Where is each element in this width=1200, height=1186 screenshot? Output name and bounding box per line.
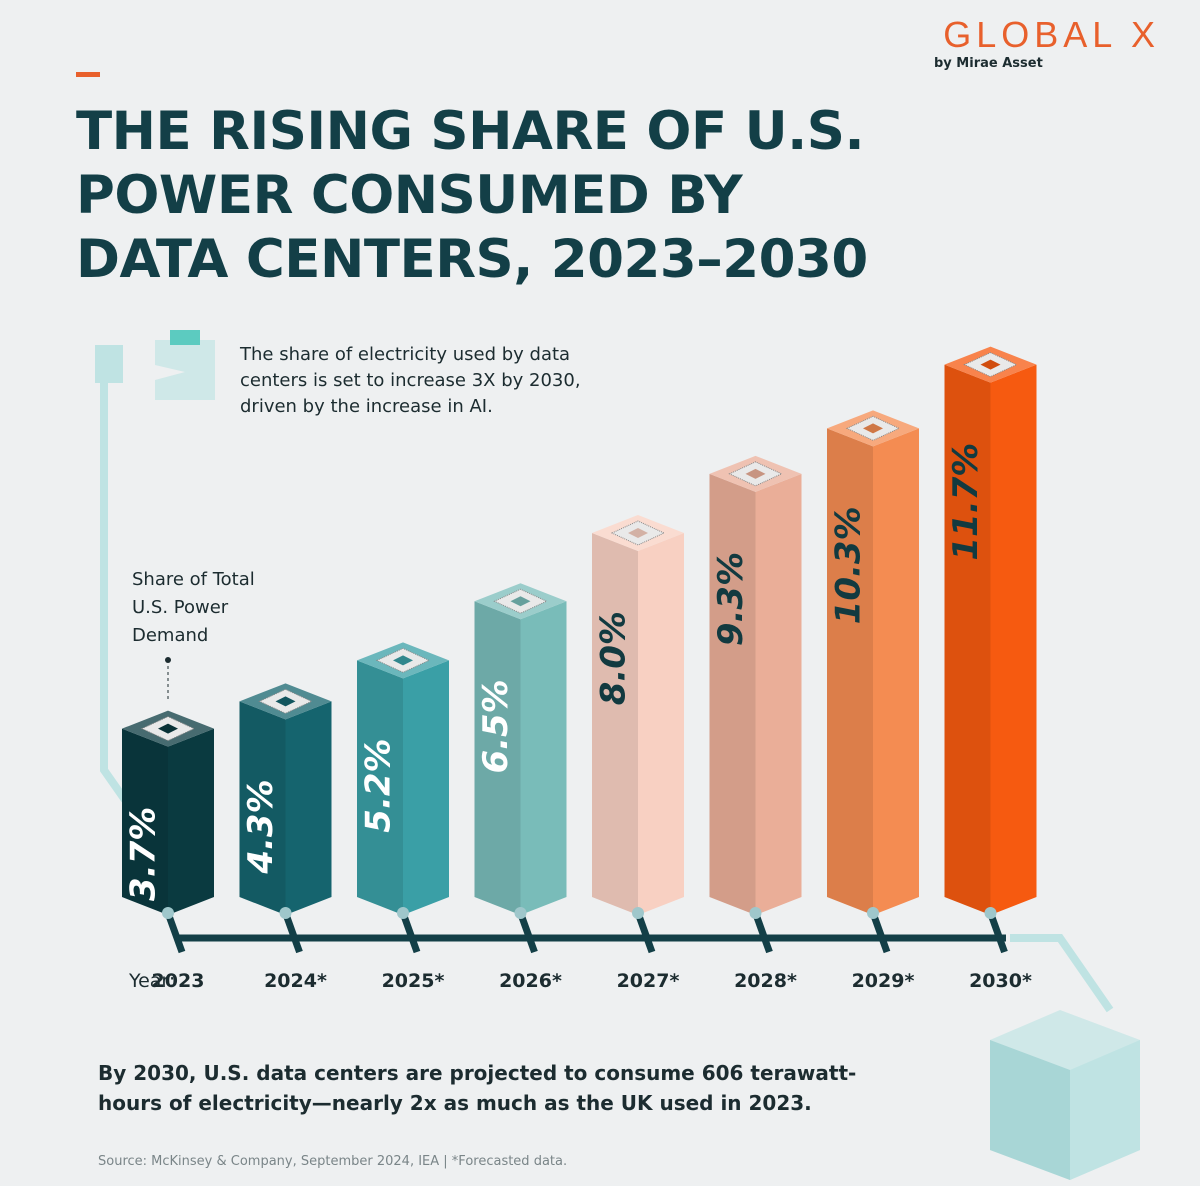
bar-right-face: [638, 533, 684, 915]
x-tick-label: 2025*: [382, 970, 445, 992]
source: Source: McKinsey & Company, September 20…: [98, 1154, 568, 1169]
plug: [95, 345, 123, 383]
logo: GLOBAL X: [943, 14, 1160, 55]
bar-left-face: [239, 701, 286, 915]
accent: [76, 72, 100, 77]
bar-left-face: [122, 728, 168, 915]
data-label: 4.3%: [241, 779, 281, 874]
cable: [100, 350, 129, 803]
data-label: 8.0%: [594, 611, 634, 705]
bar-left-face: [592, 533, 638, 915]
bar-group: 3.7%: [122, 710, 214, 954]
data-label: 5.2%: [359, 738, 399, 832]
connector-end: [279, 907, 292, 919]
connector-end: [632, 907, 644, 919]
x-tick-label: 2026*: [499, 970, 562, 992]
bar-group: 8.0%: [592, 515, 684, 954]
chip-core: [628, 528, 648, 538]
bar-group: 6.5%: [474, 583, 567, 954]
connector: [987, 911, 1008, 954]
cable: [1010, 934, 1114, 1013]
bar-group: 11.7%: [944, 346, 1037, 954]
connector-end: [749, 907, 762, 919]
logo-tagline: by Mirae Asset: [934, 56, 1043, 71]
bar-left-face: [474, 601, 521, 915]
connector: [869, 911, 891, 954]
data-label: 3.7%: [124, 807, 164, 901]
chip-core: [745, 468, 766, 479]
data-label: 6.5%: [476, 679, 516, 773]
connector-end: [162, 907, 174, 919]
chip-core: [863, 423, 883, 434]
connector-end: [397, 907, 409, 919]
connector: [634, 911, 656, 954]
annotation: The share of electricity used by data ce…: [240, 344, 581, 417]
connector-end: [514, 907, 527, 919]
connector: [399, 911, 421, 954]
bar-left-face: [709, 473, 756, 915]
data-label: 10.3%: [829, 506, 869, 624]
connector: [282, 911, 303, 954]
x-tick-label: 2030*: [969, 970, 1032, 992]
value-label-title: Share of Total U.S. Power Demand: [132, 569, 255, 646]
chip-core: [980, 359, 1001, 370]
bar-group: 4.3%: [239, 683, 332, 954]
bar-right-face: [403, 660, 449, 915]
x-tick-label: 2024*: [264, 970, 327, 992]
x-tick-label: 2027*: [617, 970, 680, 992]
bar-group: 10.3%: [827, 410, 919, 954]
label-dot: [165, 657, 171, 663]
connector-end: [867, 907, 879, 919]
bar-right-face: [990, 364, 1037, 915]
x-tick-label: 2029*: [852, 970, 915, 992]
connector: [752, 911, 773, 954]
bar-right-face: [755, 473, 802, 915]
x-tick-label: 2028*: [734, 970, 797, 992]
footnote: By 2030, U.S. data centers are projected…: [98, 1061, 857, 1115]
chip-core: [158, 723, 178, 734]
bar-left-face: [827, 428, 873, 915]
bar-group: 5.2%: [357, 642, 449, 954]
connector: [517, 911, 538, 954]
bar-left-face: [944, 364, 991, 915]
x-tick-label: 2023: [152, 970, 205, 992]
bar-right-face: [873, 428, 919, 915]
connector: [164, 911, 186, 954]
bar-right-face: [285, 701, 332, 915]
bar-right-face: [168, 728, 214, 915]
chip-core: [510, 596, 531, 607]
chip-core: [393, 655, 413, 666]
x-axis-label: Year:: [128, 970, 175, 992]
bar-group: 9.3%: [709, 455, 802, 954]
pixel-icon: [155, 330, 215, 400]
chip-core: [275, 696, 296, 707]
connector-end: [984, 907, 997, 919]
server-icon: [990, 1010, 1140, 1180]
bar-right-face: [520, 601, 567, 915]
chart-title: THE RISING SHARE OF U.S. POWER CONSUMED …: [76, 101, 868, 290]
data-label: 9.3%: [711, 552, 751, 646]
data-label: 11.7%: [946, 443, 986, 561]
bar-left-face: [357, 660, 403, 915]
